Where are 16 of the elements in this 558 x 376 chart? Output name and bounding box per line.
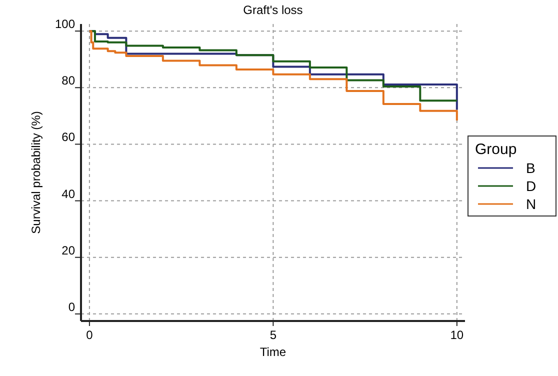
legend-label: D xyxy=(526,178,536,194)
x-tick-label: 10 xyxy=(450,328,464,342)
y-tick-label: 20 xyxy=(62,243,76,258)
y-tick-label: 80 xyxy=(62,74,76,88)
x-tick-label: 5 xyxy=(270,328,277,342)
chart-title: Graft's loss xyxy=(243,3,303,17)
y-tick-label: 0 xyxy=(68,300,76,314)
x-tick-label: 0 xyxy=(86,328,94,342)
y-tick-label: 60 xyxy=(62,130,76,144)
y-axis-title: Survival probability (%) xyxy=(29,111,43,234)
y-tick-label: 100 xyxy=(54,17,76,32)
legend-label: B xyxy=(526,160,536,176)
y-tick-label: 40 xyxy=(62,186,76,201)
x-axis-title: Time xyxy=(260,345,286,359)
legend-label: N xyxy=(526,196,536,212)
legend-title: Group xyxy=(475,141,517,158)
